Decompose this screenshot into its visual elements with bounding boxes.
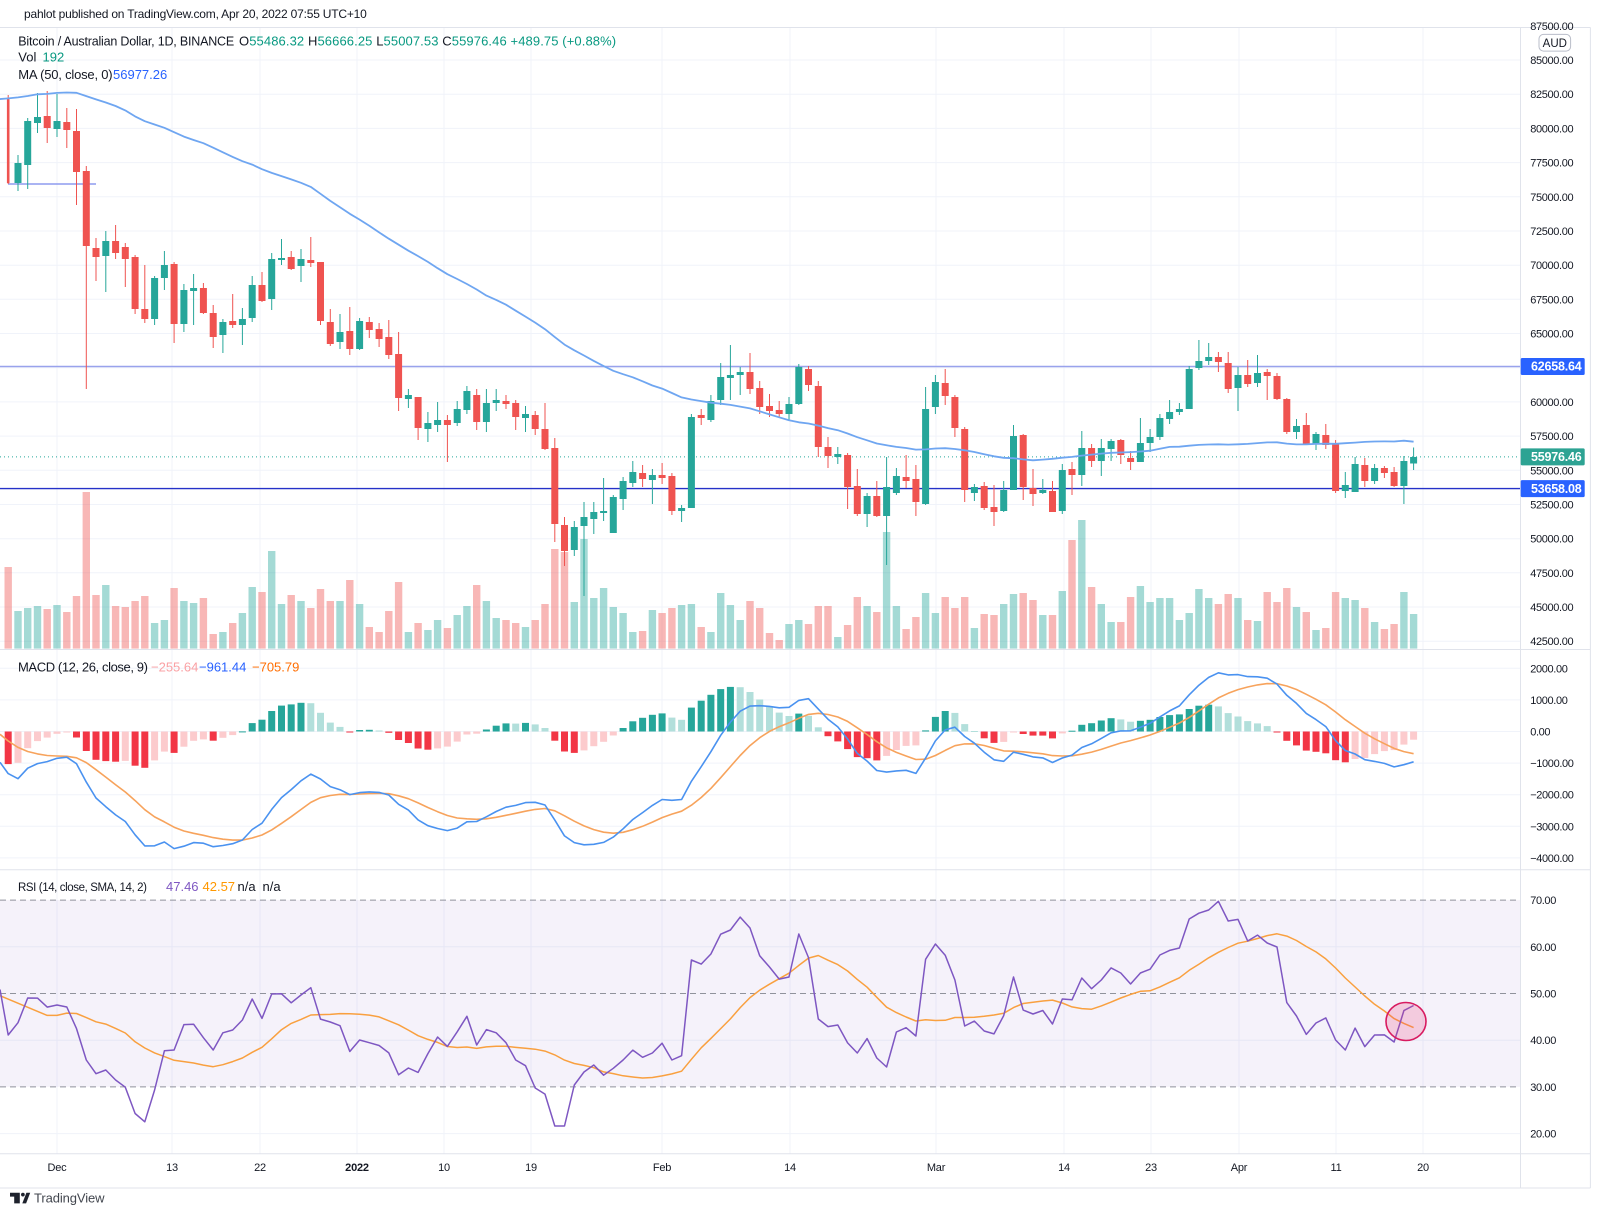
svg-text:Mar: Mar <box>927 1162 946 1174</box>
svg-text:−1000.00: −1000.00 <box>1530 758 1574 770</box>
svg-text:−705.79: −705.79 <box>252 660 299 675</box>
svg-text:20: 20 <box>1417 1162 1429 1174</box>
svg-text:n/a: n/a <box>263 879 282 894</box>
svg-text:65000.00: 65000.00 <box>1530 329 1573 341</box>
svg-text:55000.00: 55000.00 <box>1530 465 1573 477</box>
svg-text:14: 14 <box>1058 1162 1070 1174</box>
svg-text:75000.00: 75000.00 <box>1530 192 1573 204</box>
svg-text:AUD: AUD <box>1543 38 1567 50</box>
svg-text:14: 14 <box>784 1162 796 1174</box>
svg-text:30.00: 30.00 <box>1530 1082 1556 1094</box>
svg-text:55976.46: 55976.46 <box>1531 450 1582 464</box>
svg-text:57500.00: 57500.00 <box>1530 431 1573 443</box>
svg-text:MACD (12, 26, close, 9): MACD (12, 26, close, 9) <box>18 660 148 675</box>
svg-text:pahlot published on TradingVie: pahlot published on TradingView.com, Apr… <box>24 7 367 21</box>
svg-text:11: 11 <box>1330 1162 1341 1174</box>
svg-text:80000.00: 80000.00 <box>1530 123 1573 135</box>
svg-text:70.00: 70.00 <box>1530 895 1556 907</box>
svg-text:70000.00: 70000.00 <box>1530 260 1573 272</box>
svg-text:77500.00: 77500.00 <box>1530 158 1573 170</box>
svg-text:67500.00: 67500.00 <box>1530 294 1573 306</box>
svg-text:47500.00: 47500.00 <box>1530 568 1573 580</box>
svg-text:−2000.00: −2000.00 <box>1530 790 1574 802</box>
svg-text:45000.00: 45000.00 <box>1530 602 1573 614</box>
svg-text:13: 13 <box>166 1162 178 1174</box>
svg-text:TradingView: TradingView <box>34 1191 105 1206</box>
svg-text:82500.00: 82500.00 <box>1530 89 1573 101</box>
svg-text:Feb: Feb <box>653 1162 671 1174</box>
svg-text:Bitcoin / Australian Dollar, 1: Bitcoin / Australian Dollar, 1D, BINANCE <box>18 35 234 49</box>
svg-text:42500.00: 42500.00 <box>1530 636 1573 648</box>
svg-text:62658.64: 62658.64 <box>1531 360 1582 374</box>
svg-text:−3000.00: −3000.00 <box>1530 821 1574 833</box>
svg-text:47.46: 47.46 <box>166 879 199 894</box>
svg-text:50000.00: 50000.00 <box>1530 534 1573 546</box>
svg-text:60000.00: 60000.00 <box>1530 397 1573 409</box>
svg-text:10: 10 <box>438 1162 450 1174</box>
svg-text:RSI (14, close, SMA, 14, 2): RSI (14, close, SMA, 14, 2) <box>18 882 147 894</box>
svg-text:19: 19 <box>525 1162 537 1174</box>
svg-text:50.00: 50.00 <box>1530 989 1556 1001</box>
svg-text:56977.26: 56977.26 <box>113 67 167 82</box>
svg-text:87500.00: 87500.00 <box>1530 21 1573 33</box>
svg-text:72500.00: 72500.00 <box>1530 226 1573 238</box>
svg-text:Dec: Dec <box>48 1162 68 1174</box>
svg-text:MA (50, close, 0): MA (50, close, 0) <box>18 67 112 82</box>
svg-text:−4000.00: −4000.00 <box>1530 853 1574 865</box>
svg-text:60.00: 60.00 <box>1530 942 1556 954</box>
svg-text:2000.00: 2000.00 <box>1530 663 1568 675</box>
svg-text:Apr: Apr <box>1231 1162 1248 1174</box>
svg-text:53658.08: 53658.08 <box>1531 482 1582 496</box>
svg-text:−961.44: −961.44 <box>199 660 246 675</box>
svg-text:0.00: 0.00 <box>1530 727 1550 739</box>
svg-text:n/a: n/a <box>238 879 257 894</box>
svg-text:22: 22 <box>254 1162 266 1174</box>
svg-text:−255.64: −255.64 <box>151 660 198 675</box>
svg-text:192: 192 <box>43 50 65 65</box>
svg-text:85000.00: 85000.00 <box>1530 55 1573 67</box>
svg-text:40.00: 40.00 <box>1530 1035 1556 1047</box>
svg-text:1000.00: 1000.00 <box>1530 695 1568 707</box>
svg-text:52500.00: 52500.00 <box>1530 500 1573 512</box>
svg-text:Vol: Vol <box>18 50 36 65</box>
svg-text:O55486.32 H56666.25 L55007.53: O55486.32 H56666.25 L55007.53 C55976.46 … <box>239 34 616 49</box>
svg-text:23: 23 <box>1145 1162 1157 1174</box>
svg-text:20.00: 20.00 <box>1530 1129 1556 1141</box>
svg-text:42.57: 42.57 <box>203 879 236 894</box>
svg-text:2022: 2022 <box>345 1162 369 1174</box>
